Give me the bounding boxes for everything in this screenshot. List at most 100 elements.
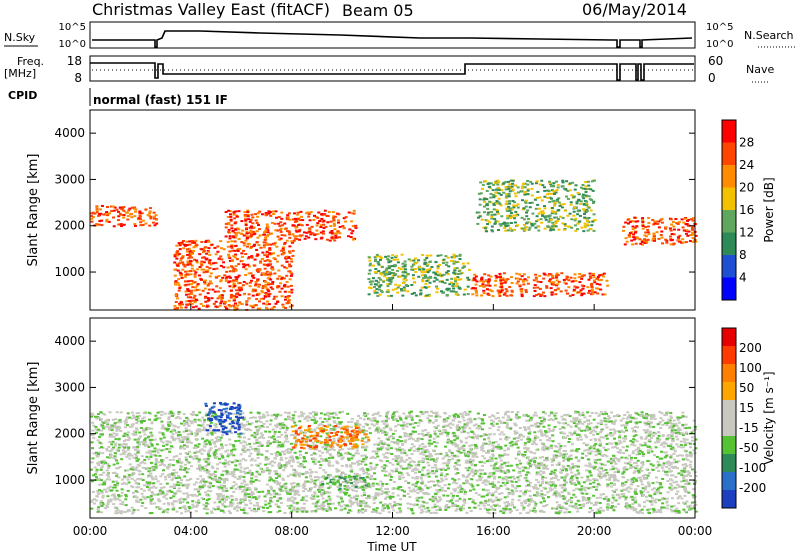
heatmap-cell xyxy=(604,495,608,498)
heatmap-cell xyxy=(185,248,189,251)
heatmap-cell xyxy=(224,235,228,238)
heatmap-cell xyxy=(373,285,377,288)
heatmap-cell xyxy=(585,208,589,211)
heatmap-cell xyxy=(390,278,394,281)
heatmap-cell xyxy=(416,468,420,471)
heatmap-cell xyxy=(504,181,508,184)
heatmap-cell xyxy=(539,281,543,284)
heatmap-cell xyxy=(280,217,284,220)
heatmap-cell xyxy=(434,273,438,276)
heatmap-cell xyxy=(319,226,323,229)
heatmap-cell xyxy=(687,218,691,221)
heatmap-cell xyxy=(256,215,260,218)
heatmap-cell xyxy=(496,447,500,450)
heatmap-cell xyxy=(342,227,346,230)
heatmap-cell xyxy=(516,485,520,488)
heatmap-cell xyxy=(273,258,277,261)
heatmap-cell xyxy=(570,226,574,229)
heatmap-cell xyxy=(275,260,279,263)
heatmap-cell xyxy=(592,229,596,232)
heatmap-cell xyxy=(550,210,554,213)
heatmap-cell xyxy=(295,230,299,233)
heatmap-cell xyxy=(288,245,292,248)
heatmap-cell xyxy=(324,225,328,228)
heatmap-cell xyxy=(200,448,204,451)
heatmap-cell xyxy=(95,224,99,227)
heatmap-cell xyxy=(406,502,410,505)
heatmap-cell xyxy=(269,419,273,422)
heatmap-cell xyxy=(685,432,689,435)
heatmap-cell xyxy=(281,249,285,252)
heatmap-cell xyxy=(601,293,605,296)
heatmap-cell xyxy=(254,304,258,307)
heatmap-cell xyxy=(269,278,273,281)
heatmap-cell xyxy=(540,179,544,182)
heatmap-cell xyxy=(144,222,148,225)
heatmap-cell xyxy=(668,436,672,439)
heatmap-cell xyxy=(148,449,152,452)
heatmap-cell xyxy=(580,294,584,297)
heatmap-cell xyxy=(385,432,389,435)
heatmap-cell xyxy=(402,270,406,273)
heatmap-cell xyxy=(230,227,234,230)
heatmap-cell xyxy=(283,298,287,301)
heatmap-cell xyxy=(624,488,628,491)
heatmap-cell xyxy=(293,435,297,438)
heatmap-cell xyxy=(231,474,235,477)
heatmap-cell xyxy=(494,202,498,205)
heatmap-cell xyxy=(389,475,393,478)
heatmap-cell xyxy=(599,472,603,475)
heatmap-cell xyxy=(270,308,274,311)
heatmap-cell xyxy=(302,231,306,234)
heatmap-cell xyxy=(122,209,126,212)
heatmap-cell xyxy=(446,273,450,276)
heatmap-cell xyxy=(632,465,636,468)
heatmap-cell xyxy=(226,240,230,243)
heatmap-cell xyxy=(610,460,614,463)
heatmap-cell xyxy=(376,294,380,297)
heatmap-cell xyxy=(522,500,526,503)
heatmap-cell xyxy=(291,233,295,236)
heatmap-cell xyxy=(334,413,338,416)
heatmap-cell xyxy=(391,288,395,291)
heatmap-cell xyxy=(155,506,159,509)
heatmap-cell xyxy=(504,185,508,188)
heatmap-cell xyxy=(244,223,248,226)
heatmap-cell xyxy=(414,477,418,480)
heatmap-cell xyxy=(511,485,515,488)
heatmap-cell xyxy=(227,505,231,508)
heatmap-cell xyxy=(134,210,138,213)
heatmap-cell xyxy=(168,463,172,466)
heatmap-cell xyxy=(179,468,183,471)
heatmap-cell xyxy=(235,258,239,261)
heatmap-cell xyxy=(666,460,670,463)
heatmap-cell xyxy=(463,425,467,428)
heatmap-cell xyxy=(268,423,272,426)
heatmap-cell xyxy=(664,227,668,230)
heatmap-cell xyxy=(287,250,291,253)
heatmap-cell xyxy=(227,221,231,224)
heatmap-cell xyxy=(240,220,244,223)
heatmap-cell xyxy=(385,504,389,507)
heatmap-cell xyxy=(234,234,238,237)
heatmap-cell xyxy=(611,434,615,437)
heatmap-cell xyxy=(252,496,256,499)
heatmap-cell xyxy=(251,306,255,309)
heatmap-cell xyxy=(249,231,253,234)
heatmap-cell xyxy=(330,447,334,450)
heatmap-cell xyxy=(318,220,322,223)
heatmap-cell xyxy=(526,209,530,212)
heatmap-cell xyxy=(498,294,502,297)
heatmap-cell xyxy=(120,491,124,494)
heatmap-cell xyxy=(599,477,603,480)
heatmap-cell xyxy=(293,212,297,215)
heatmap-cell xyxy=(539,430,543,433)
heatmap-cell xyxy=(359,468,363,471)
heatmap-cell xyxy=(420,274,424,277)
heatmap-cell xyxy=(306,436,310,439)
heatmap-cell xyxy=(474,283,478,286)
heatmap-cell xyxy=(210,432,214,435)
heatmap-cell xyxy=(599,436,603,439)
heatmap-cell xyxy=(173,307,177,310)
heatmap-cell xyxy=(177,242,181,245)
